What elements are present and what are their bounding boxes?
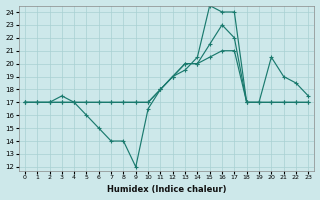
X-axis label: Humidex (Indice chaleur): Humidex (Indice chaleur)	[107, 185, 226, 194]
